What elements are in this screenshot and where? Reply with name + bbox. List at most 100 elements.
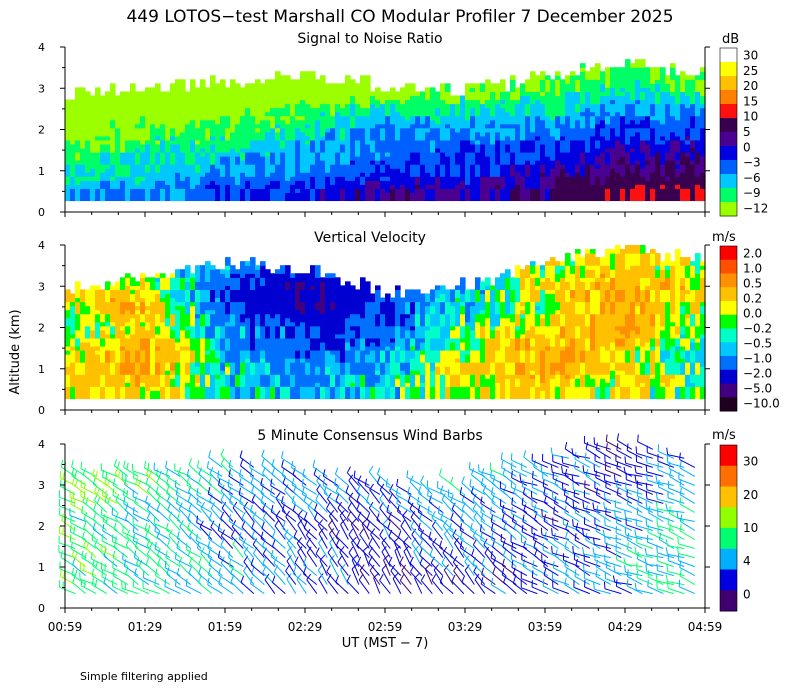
vv-cell xyxy=(150,366,156,371)
snr-cell xyxy=(350,188,356,193)
snr-cell xyxy=(670,160,676,165)
vv-cell xyxy=(245,341,251,347)
vv-cell xyxy=(155,354,161,359)
snr-cell xyxy=(415,184,421,189)
snr-cell xyxy=(605,119,611,125)
snr-cell xyxy=(170,176,176,181)
snr-cell xyxy=(240,188,246,193)
snr-cell xyxy=(680,75,686,80)
snr-cell xyxy=(440,168,446,173)
snr-cell xyxy=(535,168,541,173)
snr-cell xyxy=(495,168,501,173)
snr-cell xyxy=(460,192,466,198)
snr-cell xyxy=(535,156,541,161)
snr-cell xyxy=(625,184,631,189)
vv-cell xyxy=(80,370,86,375)
snr-cell xyxy=(605,160,611,165)
vv-cell xyxy=(175,378,181,383)
vv-cell xyxy=(115,349,121,355)
snr-cell xyxy=(355,172,361,177)
snr-cell xyxy=(180,180,186,185)
snr-cell xyxy=(205,168,211,173)
snr-cell xyxy=(645,91,651,97)
snr-cell xyxy=(310,119,316,125)
snr-cell xyxy=(145,135,151,141)
snr-cell xyxy=(335,168,341,173)
snr-cell xyxy=(125,196,131,202)
snr-cell xyxy=(70,196,76,202)
snr-cell xyxy=(240,139,246,145)
snr-cell xyxy=(205,119,211,125)
snr-cell xyxy=(495,143,501,149)
snr-cell xyxy=(590,139,596,145)
snr-cell xyxy=(190,147,196,153)
snr-cell xyxy=(660,135,666,141)
vv-cell xyxy=(175,285,181,291)
snr-cell xyxy=(210,156,216,161)
snr-cell xyxy=(630,87,636,93)
snr-cell xyxy=(175,151,181,157)
snr-cell xyxy=(330,143,336,149)
snr-cell xyxy=(470,164,476,169)
snr-cell xyxy=(580,79,586,84)
snr-cell xyxy=(580,147,586,153)
snr-cell xyxy=(615,147,621,153)
snr-cell xyxy=(650,99,656,105)
snr-cell xyxy=(480,139,486,145)
snr-cell xyxy=(680,192,686,198)
snr-cell xyxy=(685,87,691,93)
snr-cell xyxy=(190,188,196,193)
snr-cell xyxy=(625,83,631,88)
snr-cell xyxy=(480,143,486,149)
snr-cell xyxy=(300,87,306,93)
vv-cell xyxy=(200,358,206,363)
snr-cell xyxy=(85,160,91,165)
vv-cell xyxy=(80,374,86,379)
snr-cell xyxy=(210,127,216,133)
snr-cell xyxy=(115,151,121,157)
vv-cell xyxy=(180,382,186,387)
snr-cell xyxy=(350,107,356,113)
snr-cell xyxy=(535,139,541,145)
snr-cell xyxy=(390,196,396,202)
snr-cell xyxy=(505,99,511,105)
snr-cell xyxy=(300,103,306,109)
snr-cell xyxy=(195,123,201,129)
vv-cell xyxy=(80,386,86,391)
snr-cell xyxy=(305,95,311,101)
snr-cell xyxy=(280,75,286,80)
snr-cell xyxy=(335,156,341,161)
snr-cell xyxy=(100,168,106,173)
snr-cell xyxy=(320,119,326,125)
vv-cell xyxy=(80,297,86,303)
vv-cell xyxy=(75,378,81,383)
snr-cell xyxy=(515,172,521,177)
snr-cell xyxy=(455,184,461,189)
snr-cell xyxy=(365,188,371,193)
snr-cell xyxy=(75,107,81,113)
snr-cell xyxy=(345,91,351,97)
snr-cell xyxy=(170,103,176,109)
snr-cell xyxy=(655,151,661,157)
vv-cell xyxy=(150,317,156,323)
vv-cell xyxy=(200,309,206,315)
vv-cell xyxy=(170,277,176,282)
snr-cell xyxy=(175,115,181,121)
vv-cell xyxy=(85,333,91,339)
snr-cell xyxy=(75,172,81,177)
snr-cell xyxy=(405,164,411,169)
vv-cell xyxy=(210,333,216,339)
vv-cell xyxy=(115,293,121,299)
snr-cell xyxy=(390,176,396,181)
snr-cell xyxy=(285,79,291,84)
vv-cell xyxy=(185,358,191,363)
snr-cell xyxy=(320,87,326,93)
vv-cell xyxy=(170,281,176,286)
snr-cell xyxy=(685,160,691,165)
snr-cell xyxy=(175,103,181,109)
snr-cell xyxy=(235,156,241,161)
vv-cell xyxy=(70,317,76,323)
vv-cell xyxy=(215,269,221,274)
snr-cell xyxy=(355,156,361,161)
snr-cell xyxy=(580,143,586,149)
